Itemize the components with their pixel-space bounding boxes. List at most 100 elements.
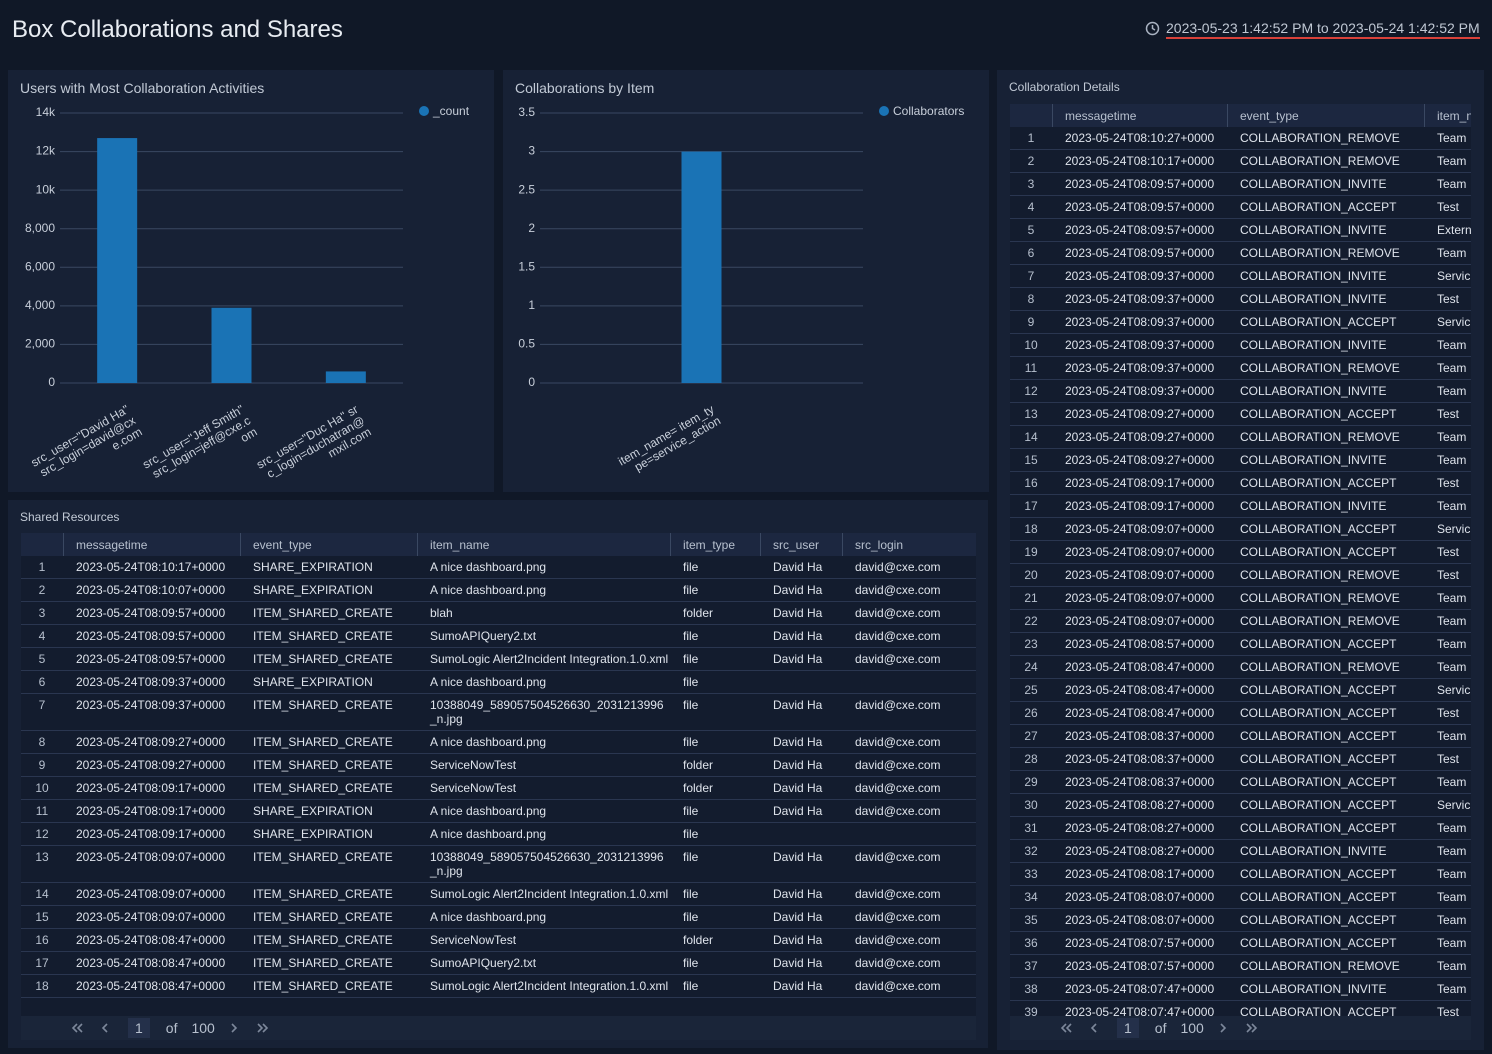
table-cell: COLLABORATION_ACCEPT: [1240, 200, 1397, 214]
table-cell: SumoLogic Alert2Incident Integration.1.0…: [430, 979, 669, 993]
table-row: 12 2023-05-24T08:09:17+0000 SHARE_EXPIRATI…: [21, 823, 976, 846]
table-cell: COLLABORATION_INVITE: [1240, 384, 1387, 398]
table-cell: 2023-05-24T08:08:47+0000: [1065, 706, 1215, 720]
row-index: 8: [1027, 292, 1035, 306]
row-index: 7: [38, 698, 46, 712]
table-cell: david@cxe.com: [855, 933, 941, 947]
pager-button[interactable]: [1060, 1022, 1074, 1034]
table-cell: Team: [1437, 775, 1467, 789]
row-index: 3: [38, 606, 46, 620]
row-index: 13: [1024, 407, 1038, 421]
header-cell: src_user: [760, 533, 842, 556]
table-cell: ITEM_SHARED_CREATE: [253, 606, 393, 620]
table-cell: 2023-05-24T08:08:07+0000: [1065, 913, 1215, 927]
table-cell: A nice dashboard.png: [430, 910, 547, 924]
y-tick-label: 6,000: [25, 259, 55, 273]
chevron: [262, 1023, 268, 1033]
chart: 0 0.5 1 1.5 2 2.5 3 3.5 Collaborators: [518, 104, 964, 389]
table-cell: COLLABORATION_ACCEPT: [1240, 775, 1397, 789]
table-cell: folder: [683, 606, 714, 620]
header-cell: [1010, 104, 1052, 127]
table-panel: Shared Resources messagetime event_type ite…: [8, 500, 988, 1048]
chevron: [1251, 1023, 1257, 1033]
table-row: 9 2023-05-24T08:09:27+0000 ITEM_SHARED_CRE…: [21, 754, 976, 777]
y-tick-label: 1.5: [518, 259, 535, 273]
table-row: 17 2023-05-24T08:09:17+0000 COLLABORATION_…: [1010, 495, 1471, 518]
table-cell: 2023-05-24T08:10:27+0000: [1065, 131, 1215, 145]
table-cell: SHARE_EXPIRATION: [253, 827, 373, 841]
header-cell: src_login: [842, 533, 976, 556]
table-cell: blah: [430, 606, 453, 620]
table-cell: file: [683, 804, 699, 818]
table-row: 8 2023-05-24T08:09:27+0000 ITEM_SHARED_CRE…: [21, 731, 976, 754]
table-cell: file: [683, 956, 699, 970]
table-cell: COLLABORATION_ACCEPT: [1240, 752, 1397, 766]
table-cell: COLLABORATION_ACCEPT: [1240, 913, 1397, 927]
time-range[interactable]: 2023-05-23 1:42:52 PM to 2023-05-24 1:42…: [1166, 20, 1480, 39]
table-cell: david@cxe.com: [855, 804, 941, 818]
table-cell: 2023-05-24T08:07:47+0000: [1065, 1005, 1215, 1016]
row-index: 15: [1024, 453, 1038, 467]
table-row: 16 2023-05-24T08:08:47+0000 ITEM_SHARED_CR…: [21, 929, 976, 952]
chevron: [1065, 1023, 1072, 1033]
panel-title: Collaboration Details: [1009, 80, 1120, 94]
chart-panel: Users with Most Collaboration Activities…: [8, 70, 494, 492]
table-cell: 2023-05-24T08:08:47+0000: [1065, 683, 1215, 697]
table-row: 8 2023-05-24T08:09:37+0000 COLLABORATION_I…: [1010, 288, 1471, 311]
page-number[interactable]: 1: [1117, 1018, 1139, 1038]
table-cell: David Ha: [773, 698, 823, 712]
y-tick-label: 0: [528, 375, 535, 389]
table-row: 11 2023-05-24T08:09:37+0000 COLLABORATION_…: [1010, 357, 1471, 380]
y-tick-label: 8,000: [25, 221, 55, 235]
table-cell: COLLABORATION_ACCEPT: [1240, 706, 1397, 720]
table-cell: david@cxe.com: [855, 735, 941, 749]
table-body: 1 2023-05-24T08:10:27+0000 COLLABORATION_R…: [1010, 127, 1471, 1016]
table-cell: David Ha: [773, 956, 823, 970]
pager-button[interactable]: [228, 1022, 242, 1034]
table-cell: COLLABORATION_ACCEPT: [1240, 476, 1397, 490]
table-cell: [842, 823, 976, 845]
pager-button[interactable]: [1217, 1022, 1231, 1034]
table-cell: COLLABORATION_INVITE: [1240, 223, 1387, 237]
row-index: 16: [1024, 476, 1038, 490]
table-cell: folder: [683, 781, 714, 795]
pager-button[interactable]: [99, 1022, 113, 1034]
table-cell: 2023-05-24T08:09:57+0000: [1065, 177, 1215, 191]
pager-button[interactable]: [71, 1022, 85, 1034]
table-cell: 2023-05-24T08:08:17+0000: [1065, 867, 1215, 881]
table-cell: Team: [1437, 154, 1467, 168]
table-cell: COLLABORATION_REMOVE: [1240, 591, 1400, 605]
legend-marker: [419, 106, 429, 116]
table-cell: David Ha: [773, 652, 823, 666]
table-cell: file: [683, 979, 699, 993]
dashboard-title: Box Collaborations and Shares: [12, 16, 343, 43]
table-cell: david@cxe.com: [855, 698, 941, 712]
row-index: 36: [1024, 936, 1038, 950]
table-cell: COLLABORATION_ACCEPT: [1240, 683, 1397, 697]
table-row: 35 2023-05-24T08:08:07+0000 COLLABORATION_…: [1010, 909, 1471, 932]
table-cell: ITEM_SHARED_CREATE: [253, 698, 393, 712]
page-number[interactable]: 1: [128, 1018, 150, 1038]
row-index: 7: [1027, 269, 1035, 283]
table-cell: ITEM_SHARED_CREATE: [253, 735, 393, 749]
table-cell: ITEM_SHARED_CREATE: [253, 887, 393, 901]
row-index: 12: [1024, 384, 1038, 398]
table-cell: A nice dashboard.png: [430, 735, 547, 749]
pager-button[interactable]: [1245, 1022, 1259, 1034]
table-cell: SumoAPIQuery2.txt: [430, 956, 537, 970]
table-cell: COLLABORATION_ACCEPT: [1240, 545, 1397, 559]
table-cell: ITEM_SHARED_CREATE: [253, 910, 393, 924]
chevron: [101, 1023, 108, 1033]
table-cell: 2023-05-24T08:08:07+0000: [1065, 890, 1215, 904]
table-row: 1 2023-05-24T08:10:17+0000 SHARE_EXPIRATIO…: [21, 556, 976, 579]
table-cell: COLLABORATION_REMOVE: [1240, 131, 1400, 145]
pager-button[interactable]: [1088, 1022, 1102, 1034]
table-cell: David Ha: [773, 781, 823, 795]
row-index: 19: [1024, 545, 1038, 559]
table-cell: COLLABORATION_ACCEPT: [1240, 729, 1397, 743]
table-cell: COLLABORATION_REMOVE: [1240, 660, 1400, 674]
table-cell: ITEM_SHARED_CREATE: [253, 979, 393, 993]
pager-button[interactable]: [256, 1022, 270, 1034]
table-cell: 2023-05-24T08:09:37+0000: [1065, 315, 1215, 329]
